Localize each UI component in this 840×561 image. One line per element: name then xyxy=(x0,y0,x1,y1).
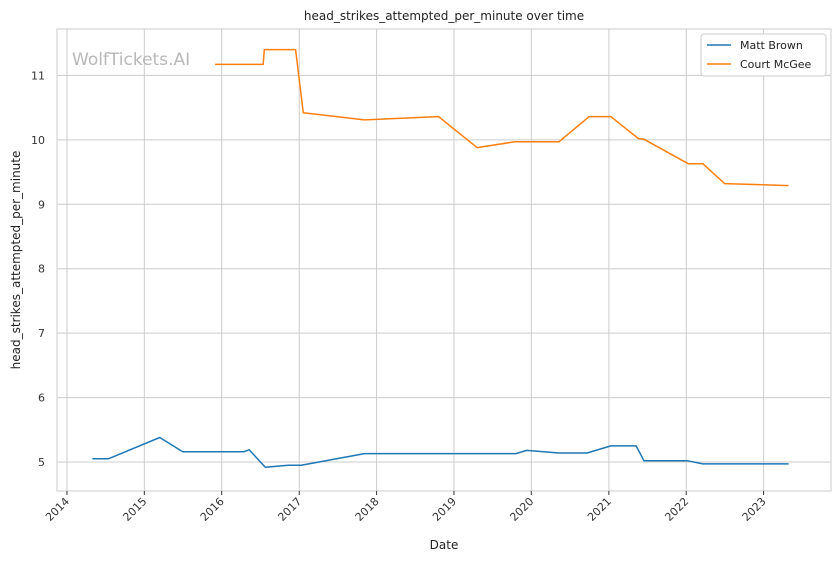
y-tick-label: 11 xyxy=(31,69,45,82)
y-tick-label: 7 xyxy=(38,327,45,340)
y-tick-label: 5 xyxy=(38,456,45,469)
legend-label-court-mcgee: Court McGee xyxy=(740,58,812,71)
series-layer xyxy=(92,48,789,468)
y-tick-label: 9 xyxy=(38,198,45,211)
y-tick-label: 10 xyxy=(31,134,45,147)
chart-title: head_strikes_attempted_per_minute over t… xyxy=(304,9,584,23)
watermark: WolfTickets.AI xyxy=(72,50,190,70)
y-axis-title: head_strikes_attempted_per_minute xyxy=(9,151,23,370)
plot-frame xyxy=(56,28,832,492)
series-line-matt-brown xyxy=(92,436,789,468)
y-tick-label: 6 xyxy=(38,392,45,405)
legend: Matt Brown Court McGee xyxy=(700,33,827,77)
x-axis-title: Date xyxy=(430,538,459,552)
grid xyxy=(57,29,831,491)
legend-box xyxy=(700,33,827,77)
legend-label-matt-brown: Matt Brown xyxy=(740,39,803,52)
series-line-court-mcgee xyxy=(215,48,789,187)
y-tick-label: 8 xyxy=(38,263,45,276)
